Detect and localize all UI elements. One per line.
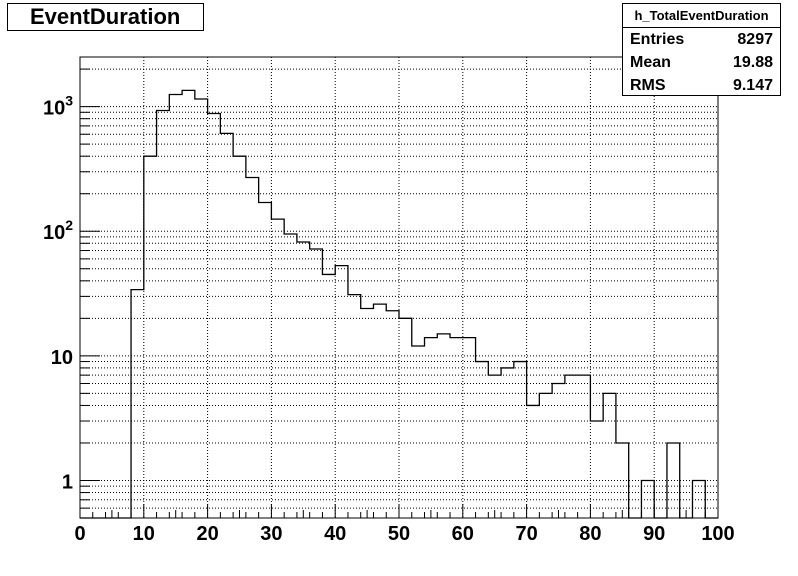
- stats-label: Mean: [630, 54, 671, 71]
- histogram-bin: [271, 219, 284, 518]
- histogram-bin: [195, 99, 208, 518]
- x-tick-label: 40: [324, 523, 346, 545]
- histogram-bin: [169, 95, 182, 518]
- y-tick-label: 10: [51, 347, 73, 369]
- x-tick-label: 20: [196, 523, 218, 545]
- histogram-bin: [590, 421, 603, 518]
- y-tick-label: 1: [62, 471, 73, 493]
- x-tick-label: 60: [452, 523, 474, 545]
- histogram-bin: [450, 338, 463, 518]
- histogram-bin: [322, 274, 335, 518]
- stats-row-mean: Mean 19.88: [623, 51, 780, 74]
- histogram-bin: [220, 133, 233, 518]
- x-tick-label: 70: [515, 523, 537, 545]
- stats-value: 8297: [737, 31, 773, 48]
- histogram-bin: [144, 156, 157, 518]
- histogram-bin: [514, 362, 527, 518]
- histogram-bin: [233, 156, 246, 518]
- histogram-bin: [373, 304, 386, 518]
- histogram-bin: [131, 290, 144, 518]
- stats-row-entries: Entries 8297: [623, 28, 780, 51]
- histogram-bin: [399, 318, 412, 518]
- histogram-bin: [182, 90, 195, 518]
- histogram-bin: [348, 295, 361, 518]
- stats-label: RMS: [630, 77, 666, 94]
- stats-label: Entries: [630, 31, 685, 48]
- x-tick-label: 100: [701, 523, 734, 545]
- x-tick-label: 30: [260, 523, 282, 545]
- histogram-bin: [488, 375, 501, 518]
- x-tick-label: 80: [579, 523, 601, 545]
- stats-histogram-name: h_TotalEventDuration: [623, 4, 780, 28]
- y-tick-label: 103: [43, 93, 73, 120]
- histogram-bin: [463, 338, 476, 518]
- histogram-bin: [386, 311, 399, 518]
- histogram-bin: [246, 177, 259, 518]
- histogram-bin: [565, 375, 578, 518]
- x-tick-label: 0: [74, 523, 85, 545]
- histogram-outline: [80, 89, 718, 519]
- y-tick-label: 102: [43, 217, 73, 244]
- x-tick-label: 10: [133, 523, 155, 545]
- histogram-bin: [297, 242, 310, 518]
- histogram-bin: [284, 234, 297, 518]
- stats-value: 9.147: [732, 77, 773, 94]
- stats-row-rms: RMS 9.147: [623, 74, 780, 97]
- stats-value: 19.88: [732, 54, 773, 71]
- histogram-bin: [527, 405, 540, 518]
- histogram-bin: [476, 362, 489, 518]
- stats-box: h_TotalEventDuration Entries 8297 Mean 1…: [622, 3, 781, 96]
- x-tick-label: 50: [388, 523, 410, 545]
- histogram-bin: [578, 375, 591, 518]
- histogram-bin: [501, 368, 514, 518]
- histogram-bin: [552, 384, 565, 518]
- histogram-bin: [208, 114, 221, 518]
- histogram-bin: [259, 203, 272, 518]
- histogram-bin: [425, 338, 438, 518]
- x-tick-label: 90: [643, 523, 665, 545]
- chart-title: EventDuration: [7, 3, 204, 31]
